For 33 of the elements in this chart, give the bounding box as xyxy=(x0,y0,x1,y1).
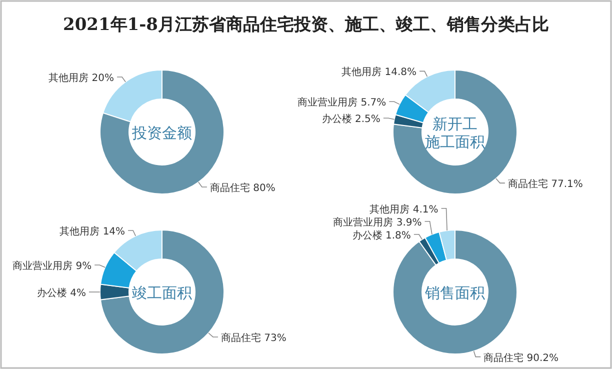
data-label: 9% xyxy=(72,260,92,272)
slice-label: 商品住宅 xyxy=(221,332,262,344)
data-label: 73% xyxy=(261,332,286,344)
slice-label: 办公楼 xyxy=(352,229,382,242)
slice-label: 办公楼 xyxy=(36,287,67,299)
slice-label: 其他用房 xyxy=(370,203,410,216)
text: 2021年1-8月江苏省商品住宅投资、施工、竣工、销售分类占比 xyxy=(62,15,550,35)
data-label: 77.1% xyxy=(548,179,583,190)
slice-label: 办公楼 xyxy=(322,113,352,126)
text: 竣工面积 xyxy=(132,284,192,302)
data-label: 2.5% xyxy=(352,114,380,126)
slice-label: 商品住宅 xyxy=(210,182,250,194)
data-label: 5.7% xyxy=(358,98,386,109)
data-label: 4% xyxy=(66,288,86,299)
data-label: 80% xyxy=(250,183,276,194)
data-label: 14.8% xyxy=(382,67,417,78)
data-label: 1.8% xyxy=(382,230,411,242)
data-label: 3.9% xyxy=(393,217,422,228)
data-label: 20% xyxy=(88,72,114,84)
data-label: 90.2% xyxy=(524,352,559,364)
data-label: 4.1% xyxy=(410,204,438,216)
text: 销售面积 xyxy=(424,284,485,302)
slice-label: 其他用房 xyxy=(48,72,89,84)
slice-label: 商品住宅 xyxy=(484,352,524,364)
data-label: 14% xyxy=(100,226,126,238)
text: 投资金额 xyxy=(131,124,192,142)
slice-label: 其他用房 xyxy=(60,225,100,238)
slice-label: 其他用房 xyxy=(342,66,382,78)
slice-label: 商品住宅 xyxy=(508,178,548,190)
slice-label: 商业营业用房 xyxy=(298,96,358,109)
slice-label: 商业营业用房 xyxy=(12,260,73,272)
slice-label: 商业营业用房 xyxy=(333,216,394,228)
text: 新开工施工面积 xyxy=(425,115,485,151)
